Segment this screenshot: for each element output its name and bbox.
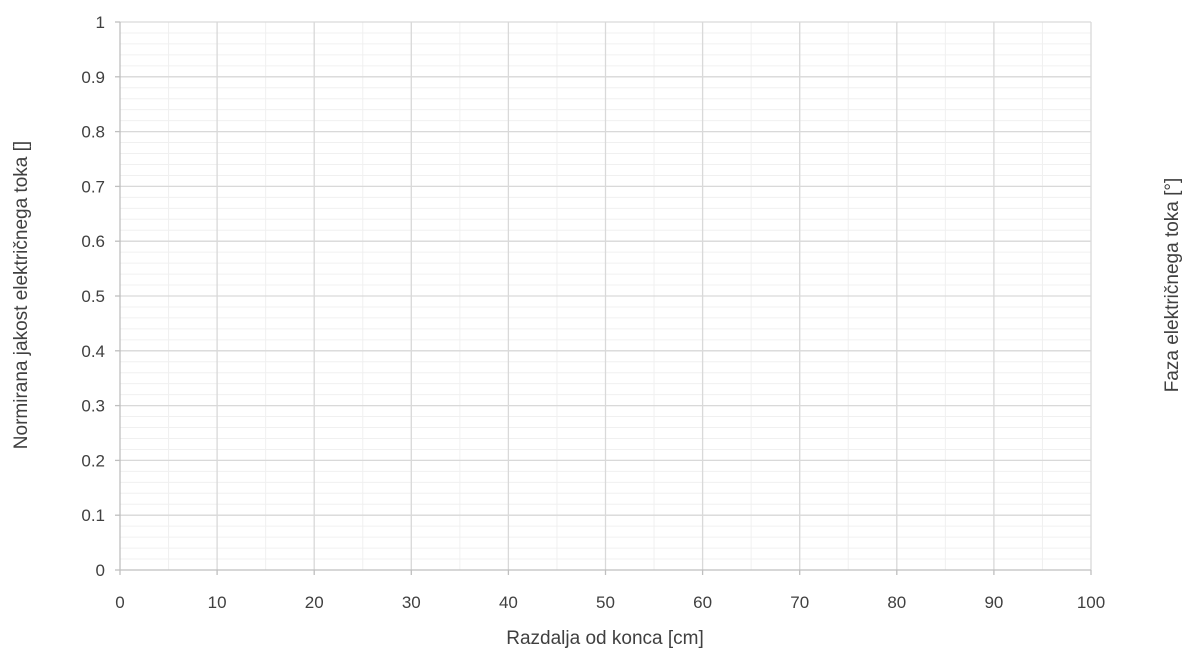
x-axis-title: Razdalja od konca [cm] bbox=[506, 628, 704, 649]
x-tick-label: 100 bbox=[1077, 593, 1105, 612]
x-tick-label: 40 bbox=[499, 593, 518, 612]
y-axis-title: Normirana jakost električnega toka [] bbox=[11, 141, 32, 449]
x-tick-label: 20 bbox=[305, 593, 324, 612]
x-tick-label: 50 bbox=[596, 593, 615, 612]
major-grid bbox=[120, 21, 1092, 570]
x-tick-labels: 0 10 20 30 40 50 60 70 80 90 100 bbox=[115, 593, 1105, 612]
y-tick-label: 0.1 bbox=[81, 506, 105, 525]
axes bbox=[115, 21, 1092, 575]
x-tick-label: 70 bbox=[790, 593, 809, 612]
x-tick-label: 0 bbox=[115, 593, 124, 612]
x-tick-label: 10 bbox=[208, 593, 227, 612]
y-tick-label: 0.9 bbox=[81, 68, 105, 87]
y-tick-label: 0.4 bbox=[81, 342, 105, 361]
y-tick-label: 0.6 bbox=[81, 232, 105, 251]
y-tick-label: 0.5 bbox=[81, 287, 105, 306]
y-tick-label: 1 bbox=[96, 13, 105, 32]
y2-axis-title: Faza električnega toka [°] bbox=[1162, 178, 1183, 393]
y-tick-label: 0 bbox=[96, 561, 105, 580]
x-tick-label: 60 bbox=[693, 593, 712, 612]
x-tick-label: 80 bbox=[887, 593, 906, 612]
y-tick-label: 0.7 bbox=[81, 177, 105, 196]
y-tick-label: 0.2 bbox=[81, 451, 105, 470]
x-tick-label: 30 bbox=[402, 593, 421, 612]
y-tick-labels: 0 0.1 0.2 0.3 0.4 0.5 0.6 0.7 0.8 0.9 1 bbox=[81, 13, 105, 580]
x-tick-label: 90 bbox=[984, 593, 1003, 612]
y-tick-label: 0.8 bbox=[81, 123, 105, 142]
y-tick-label: 0.3 bbox=[81, 397, 105, 416]
